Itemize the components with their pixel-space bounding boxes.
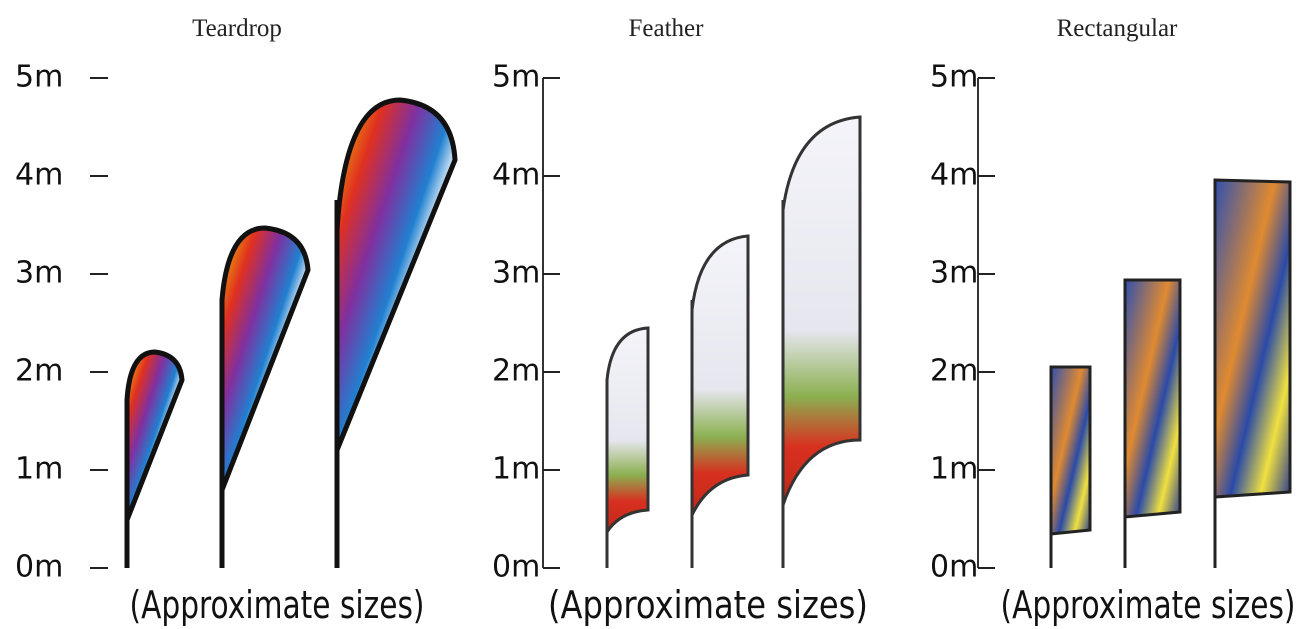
scale-label: 4m bbox=[15, 158, 63, 193]
scale-label: 3m bbox=[930, 256, 978, 291]
caption: (Approximate sizes) bbox=[1001, 583, 1296, 627]
scale-label: 0m bbox=[492, 550, 540, 585]
scale-label: 4m bbox=[492, 158, 540, 193]
scale-label: 1m bbox=[930, 452, 978, 487]
panel-title: Teardrop bbox=[192, 15, 282, 42]
feather-flags bbox=[605, 115, 862, 568]
scale-label: 2m bbox=[15, 354, 63, 389]
scale-label: 1m bbox=[492, 452, 540, 487]
panel-title: Feather bbox=[629, 15, 705, 42]
scale-label: 5m bbox=[492, 60, 540, 95]
scale-label: 2m bbox=[492, 354, 540, 389]
scale-label: 0m bbox=[930, 550, 978, 585]
scale-label: 4m bbox=[930, 158, 978, 193]
scale-label: 0m bbox=[15, 550, 63, 585]
scale-label: 2m bbox=[930, 354, 978, 389]
caption: (Approximate sizes) bbox=[548, 583, 868, 627]
scale-label: 5m bbox=[930, 60, 978, 95]
scale-label: 5m bbox=[15, 60, 63, 95]
scale-label: 3m bbox=[15, 256, 63, 291]
rectangular-flags bbox=[1049, 178, 1292, 568]
panel-title: Rectangular bbox=[1057, 15, 1178, 42]
caption: (Approximate sizes) bbox=[130, 583, 425, 627]
teardrop-flags bbox=[124, 97, 458, 568]
scale-label: 3m bbox=[492, 256, 540, 291]
scale-label: 1m bbox=[15, 452, 63, 487]
